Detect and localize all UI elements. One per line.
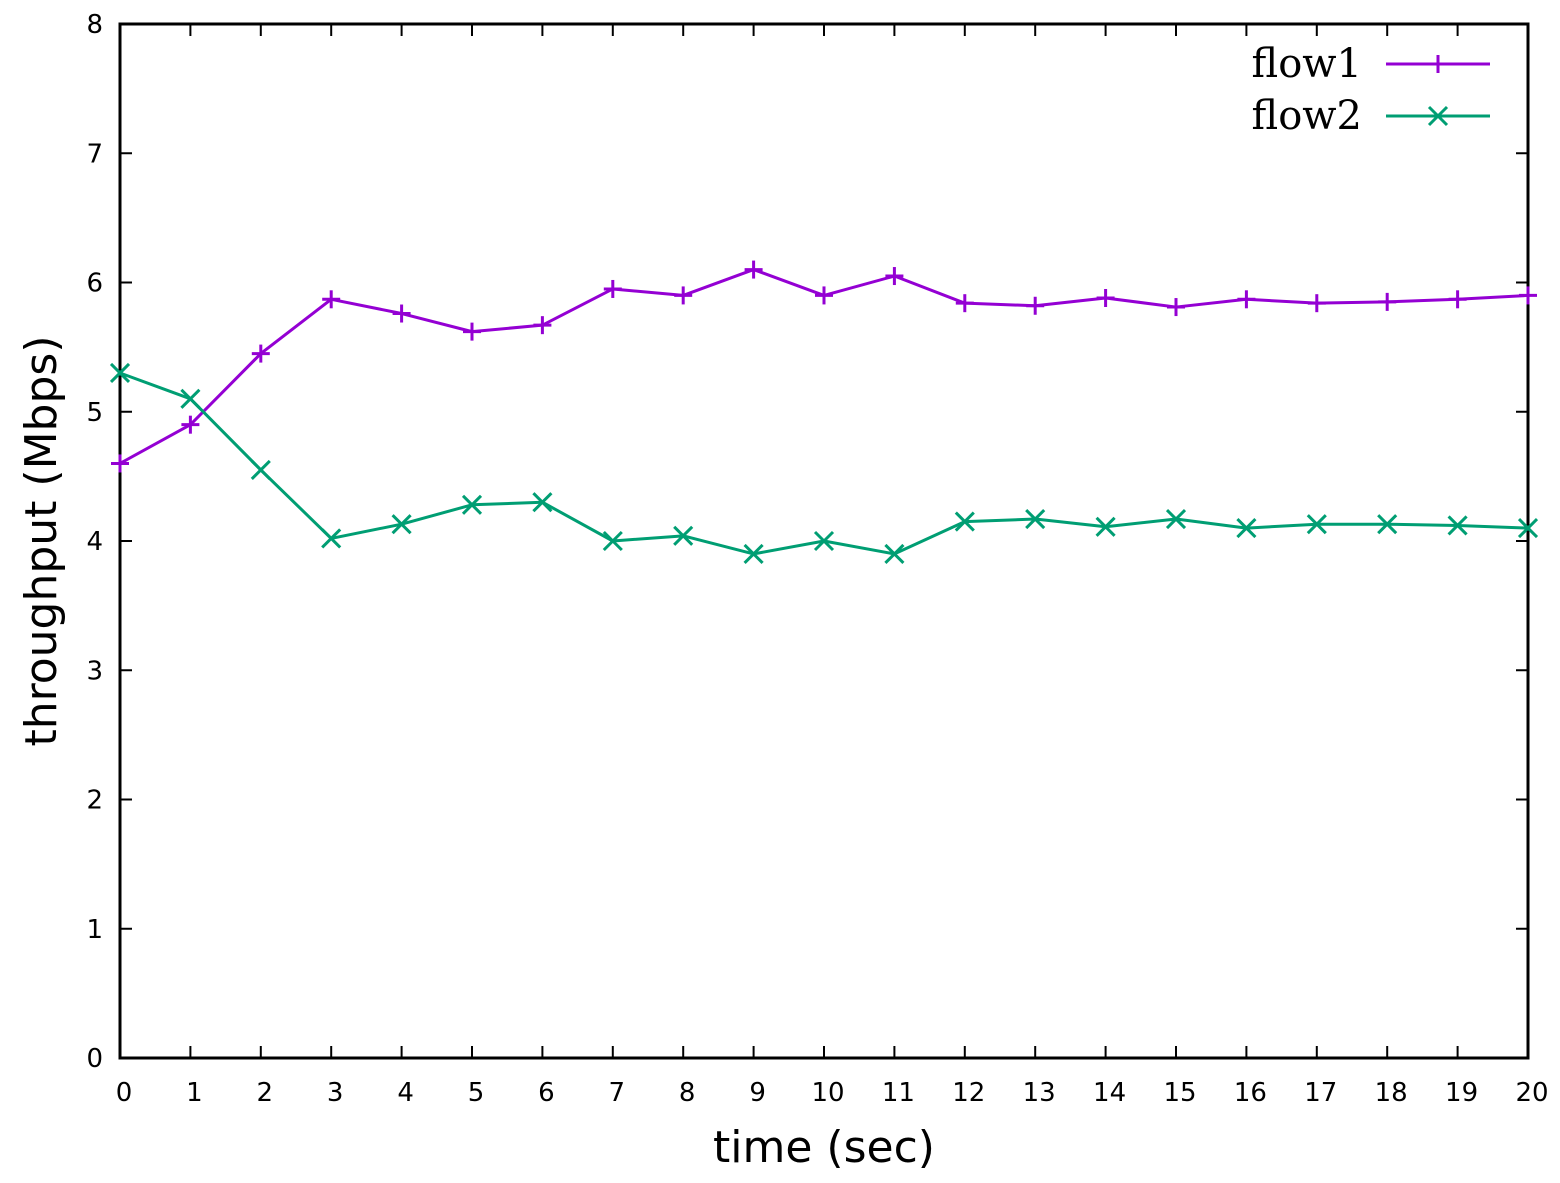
x-tick-label: 1: [186, 1078, 203, 1108]
data-point-flow1: [744, 260, 763, 279]
data-point-flow2: [461, 494, 483, 515]
y-tick-label: 0: [86, 1044, 103, 1074]
data-point-flow1: [1448, 290, 1467, 309]
y-tick-label: 1: [86, 915, 103, 945]
y-tick-label: 2: [86, 786, 103, 816]
data-point-flow1: [111, 454, 129, 473]
data-point-flow2: [954, 511, 975, 532]
y-tick-label: 5: [86, 398, 103, 428]
data-point-flow1: [674, 286, 693, 305]
y-tick-labels: 0 1 2 3 4 5 6 7 8: [86, 10, 103, 1074]
data-point-flow1: [251, 344, 270, 363]
legend-item-flow1: flow1: [1252, 41, 1490, 87]
data-point-flow1: [1096, 289, 1115, 308]
y-axis-title: throughput (Mbps): [16, 335, 67, 746]
data-point-flow1: [1237, 290, 1256, 309]
legend-item-flow2: flow2: [1252, 93, 1490, 139]
x-tick-label: 17: [1304, 1078, 1337, 1108]
axis-ticks: [119, 23, 1529, 1059]
data-point-flow1: [322, 290, 341, 309]
data-point-flow1: [392, 304, 411, 323]
x-tick-label: 12: [952, 1078, 985, 1108]
data-point-flow1: [1026, 296, 1045, 315]
data-point-flow2: [250, 459, 271, 480]
data-point-flow2: [673, 525, 694, 546]
x-tick-label: 5: [468, 1078, 485, 1108]
series-line-flow2: [119, 371, 1529, 556]
data-point-flow2: [743, 543, 764, 564]
x-tick-label: 16: [1234, 1078, 1267, 1108]
series-flow1: [111, 260, 1537, 473]
x-tick-label: 19: [1445, 1078, 1478, 1108]
y-tick-label: 8: [86, 10, 103, 40]
x-tick-label: 14: [1093, 1078, 1126, 1108]
legend: flow1 flow2: [1252, 41, 1490, 139]
x-tick-label: 2: [257, 1078, 274, 1108]
data-point-flow1: [181, 415, 200, 434]
x-tick-label: 4: [397, 1078, 414, 1108]
data-point-flow1: [815, 286, 833, 305]
data-point-flow2: [180, 388, 201, 409]
data-point-flow2: [813, 530, 835, 552]
legend-marker: [1429, 55, 1447, 73]
y-tick-label: 7: [86, 139, 103, 169]
data-point-flow1: [1167, 298, 1185, 317]
y-tick-label: 6: [86, 269, 103, 299]
x-tick-label: 8: [679, 1078, 696, 1108]
x-axis-title: time (sec): [713, 1122, 935, 1173]
data-point-flow2: [532, 492, 553, 513]
legend-label: flow2: [1252, 93, 1362, 139]
x-tick-label: 15: [1163, 1078, 1196, 1108]
x-tick-label: 18: [1375, 1078, 1408, 1108]
data-point-flow2: [391, 514, 412, 535]
data-point-flow2: [321, 528, 342, 549]
data-point-flow1: [1519, 286, 1537, 305]
x-tick-label: 11: [882, 1078, 915, 1108]
data-point-flow1: [603, 279, 622, 298]
series-layer: [109, 260, 1539, 564]
x-tick-labels: 0 1 2 3 4 5 6 7 8 9 10 11 12 13 14 15 16 17 18 19 20: [116, 1078, 1549, 1108]
data-point-flow2: [1377, 514, 1398, 535]
data-point-flow1: [955, 294, 974, 313]
x-tick-label: 13: [1023, 1078, 1056, 1108]
data-point-flow2: [884, 543, 905, 564]
x-tick-label: 7: [609, 1078, 626, 1108]
data-point-flow1: [533, 316, 552, 335]
x-tick-label: 10: [811, 1078, 844, 1108]
legend-marker: [1427, 105, 1449, 127]
series-flow2: [109, 362, 1539, 564]
data-point-flow1: [885, 267, 904, 286]
y-tick-label: 4: [86, 527, 103, 557]
data-point-flow2: [1095, 516, 1116, 537]
x-tick-label: 6: [538, 1078, 555, 1108]
data-point-flow2: [602, 530, 623, 552]
data-point-flow2: [1517, 518, 1539, 539]
y-tick-label: 3: [86, 656, 103, 686]
x-tick-label: 9: [749, 1078, 766, 1108]
data-point-flow2: [1165, 508, 1187, 530]
data-point-flow2: [1306, 514, 1327, 535]
legend-label: flow1: [1252, 41, 1362, 87]
data-point-flow2: [1025, 508, 1046, 530]
x-tick-label: 0: [116, 1078, 133, 1108]
data-point-flow2: [109, 362, 131, 384]
x-tick-label: 3: [327, 1078, 344, 1108]
data-point-flow1: [463, 322, 481, 341]
x-tick-label: 20: [1515, 1078, 1548, 1108]
data-point-flow2: [1236, 518, 1257, 539]
data-point-flow2: [1447, 515, 1468, 536]
data-point-flow1: [1378, 292, 1397, 311]
data-point-flow1: [1307, 294, 1326, 313]
